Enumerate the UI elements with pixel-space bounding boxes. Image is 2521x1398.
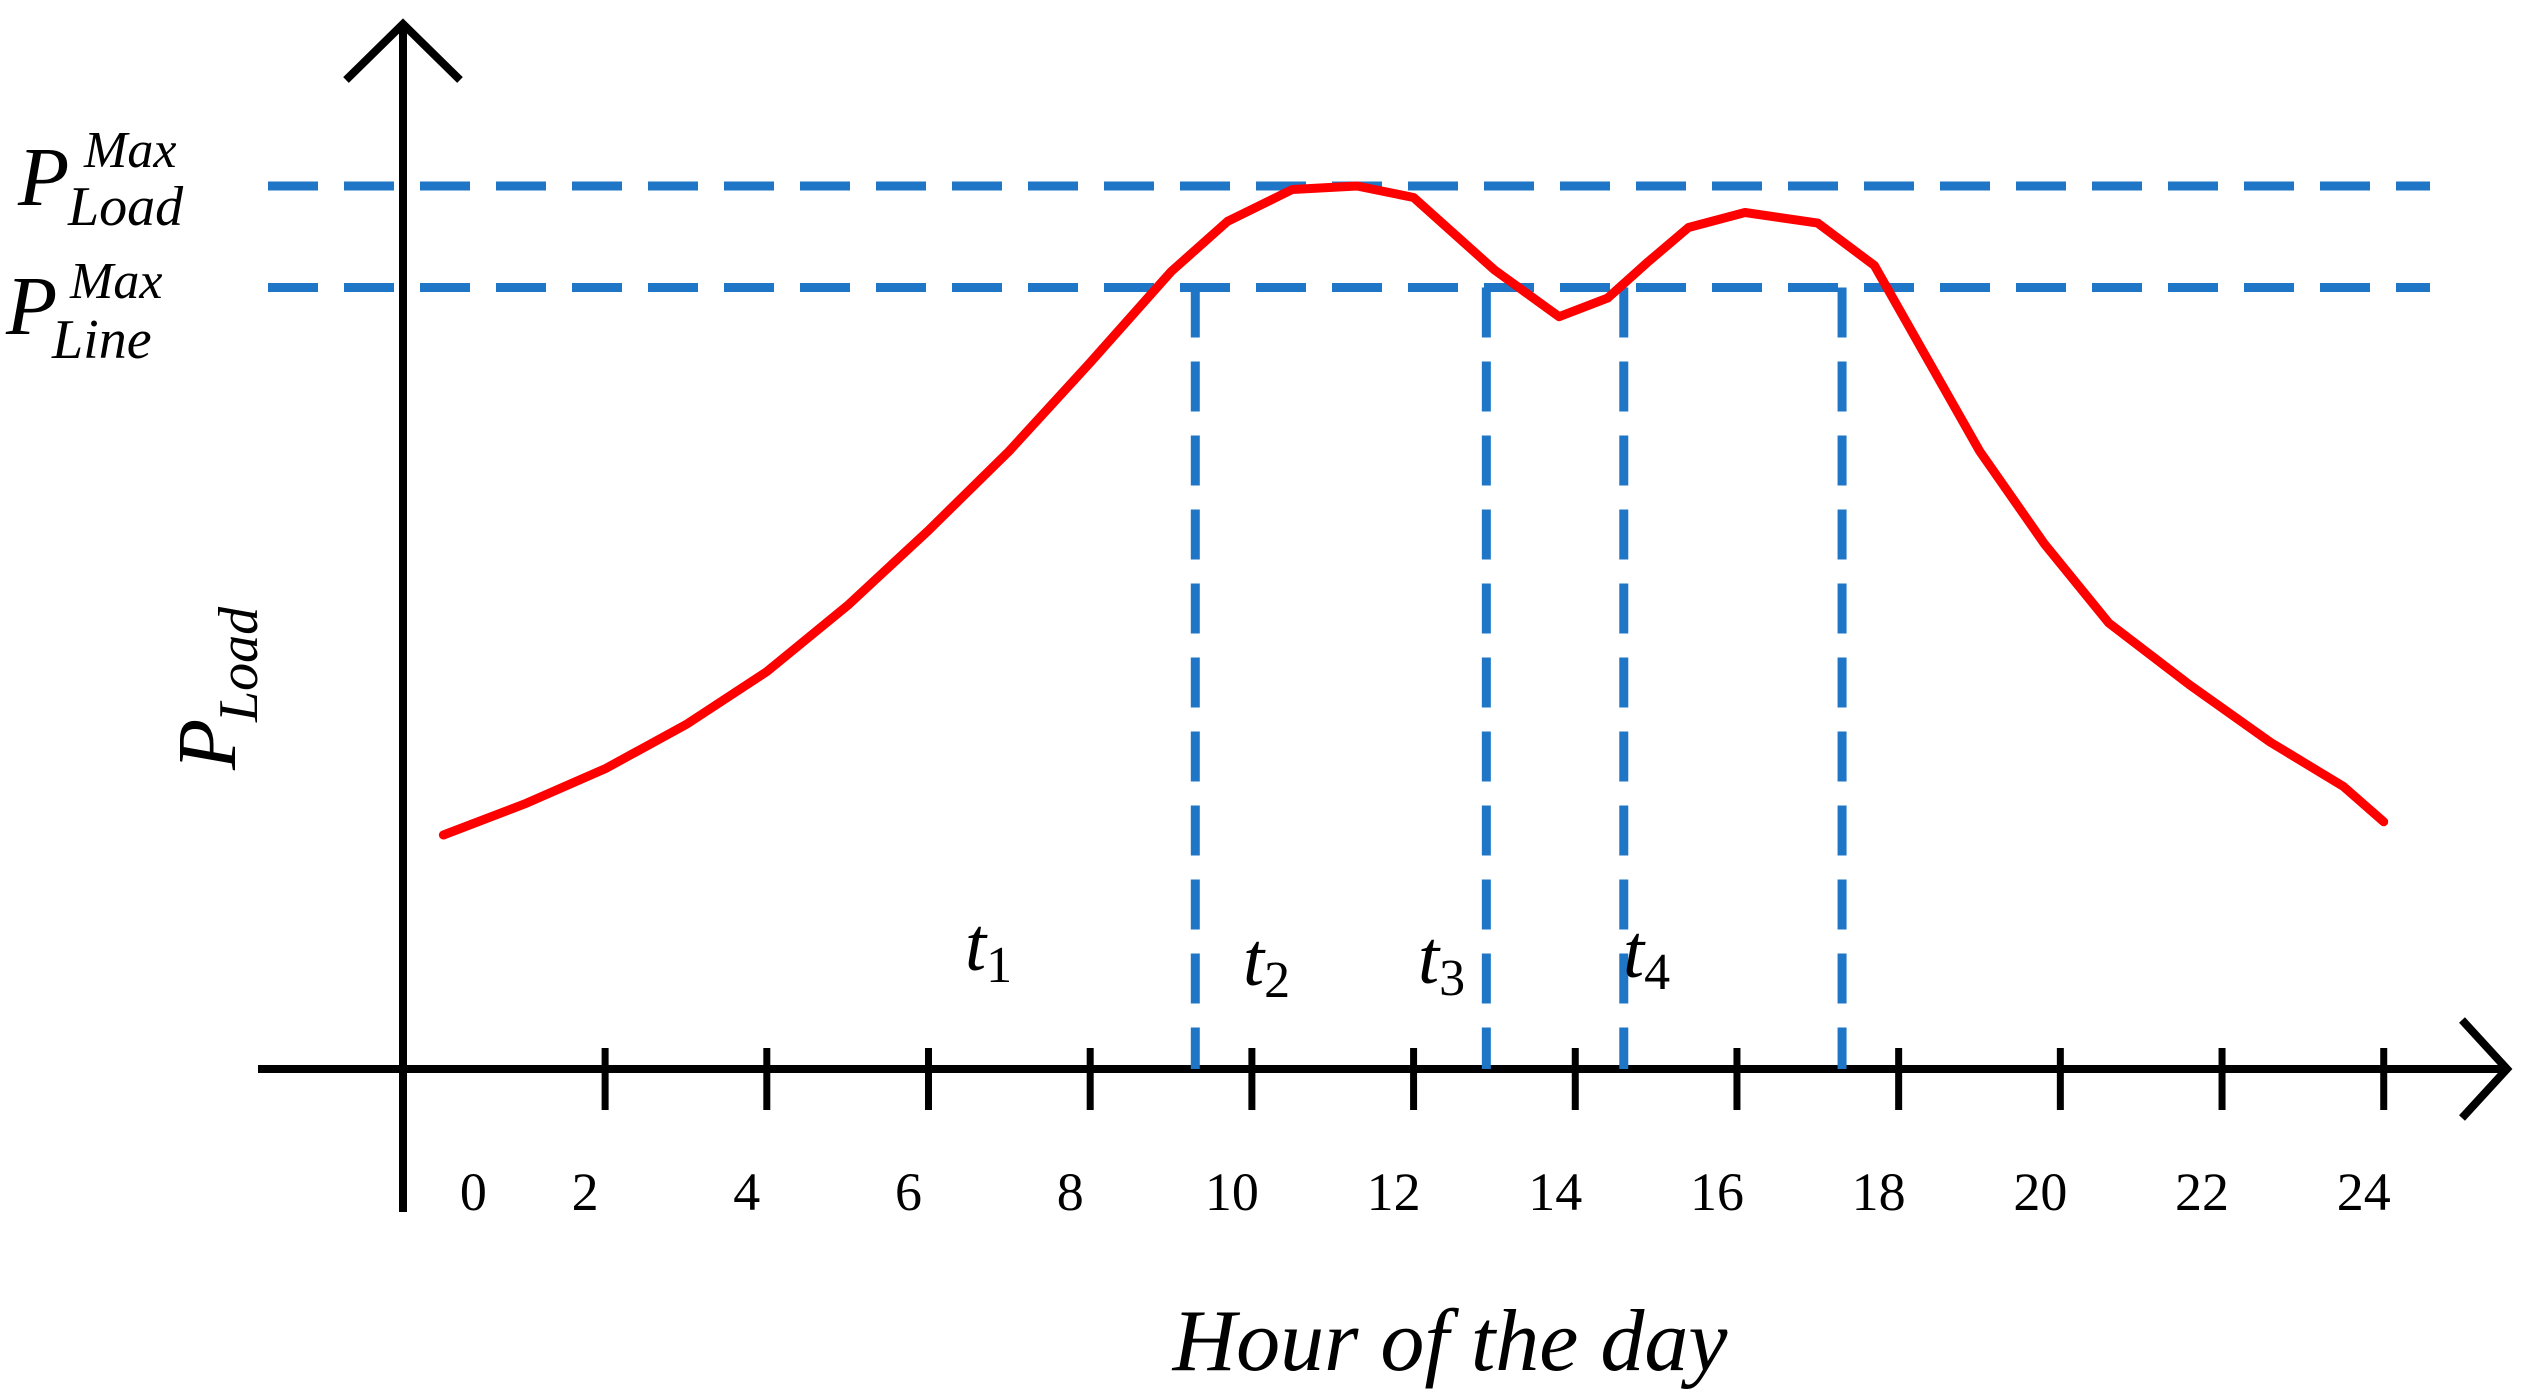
x-tick-label: 10 <box>1205 1162 1259 1222</box>
x-tick-label: 2 <box>572 1162 599 1222</box>
t1-label: t1 <box>965 903 1012 994</box>
svg-text:Max: Max <box>83 122 176 179</box>
x-tick-label: 6 <box>895 1162 922 1222</box>
svg-text:Line: Line <box>51 309 152 371</box>
x-tick-label: 16 <box>1690 1162 1744 1222</box>
load-curve <box>438 181 2389 840</box>
x-tick-label: 18 <box>1852 1162 1906 1222</box>
x-tick-label: 4 <box>733 1162 760 1222</box>
svg-text:P: P <box>161 719 254 771</box>
p-load-max-label: P Max Load <box>17 122 184 238</box>
svg-text:P: P <box>5 260 57 353</box>
t3-label: t3 <box>1418 916 1465 1007</box>
x-tick-label: 12 <box>1367 1162 1421 1222</box>
svg-text:Max: Max <box>69 253 162 310</box>
x-axis-arrow <box>2459 1017 2513 1121</box>
x-axis-title: Hour of the day <box>1172 1293 1729 1390</box>
x-tick-label: 22 <box>2175 1162 2229 1222</box>
x-tick-label: 20 <box>2013 1162 2067 1222</box>
x-tick-label: 14 <box>1528 1162 1582 1222</box>
t4-label: t4 <box>1623 910 1670 1001</box>
x-tick-label: 0 <box>460 1162 487 1222</box>
p-line-max-label: P Max Line <box>5 253 162 371</box>
x-tick-label: 24 <box>2337 1162 2391 1222</box>
svg-text:P: P <box>17 131 69 224</box>
x-tick-label: 8 <box>1057 1162 1084 1222</box>
svg-text:Load: Load <box>208 606 270 723</box>
svg-text:Load: Load <box>67 176 184 238</box>
y-axis-title: P Load <box>161 606 270 771</box>
t2-label: t2 <box>1243 918 1290 1009</box>
y-axis-arrow <box>343 18 463 83</box>
